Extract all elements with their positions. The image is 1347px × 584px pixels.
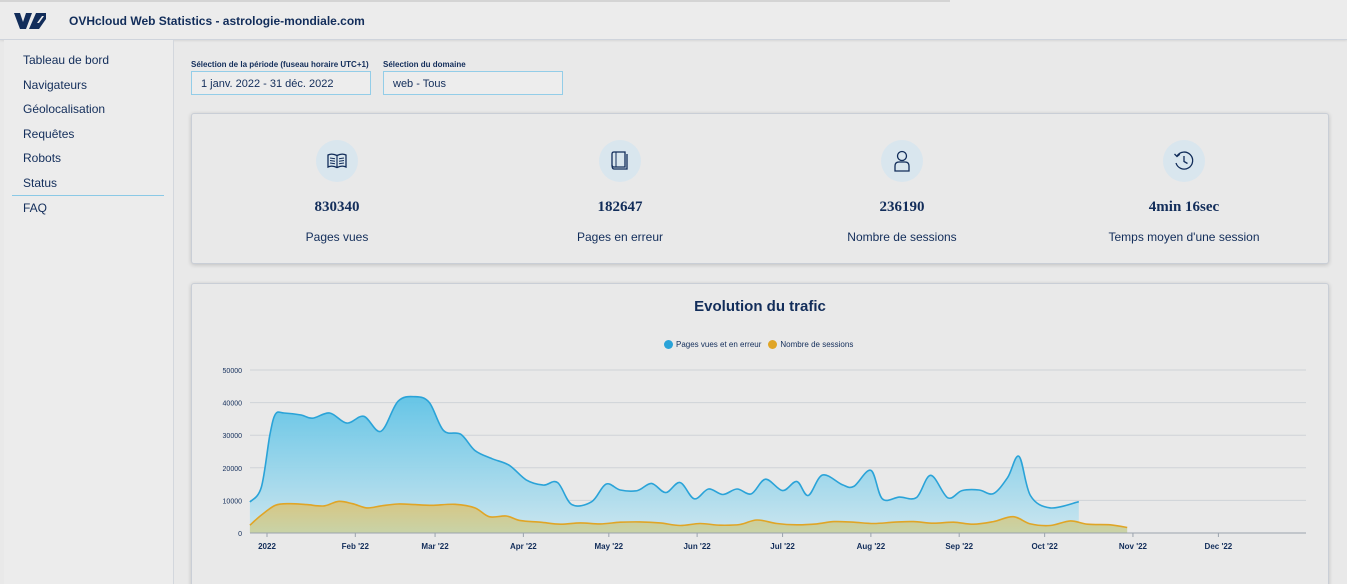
stat-icon-circle	[881, 140, 923, 182]
sidebar-divider	[12, 195, 164, 196]
sidebar-item-faq[interactable]: FAQ	[23, 201, 48, 215]
y-tick-label: 20000	[223, 466, 243, 473]
stats-card: 830340 Pages vues 182647 Pages en erreur…	[191, 113, 1329, 264]
domain-selector[interactable]: web - Tous	[383, 71, 563, 95]
sidebar-item-dashboard[interactable]: Tableau de bord	[23, 53, 110, 67]
x-tick-label: Aug '22	[857, 542, 886, 551]
legend-dot	[768, 340, 778, 349]
sidebar-item-geolocation[interactable]: Géolocalisation	[23, 102, 106, 116]
clock-history-icon	[1174, 151, 1194, 170]
legend-label: Nombre de sessions	[780, 340, 854, 349]
top-border	[0, 0, 950, 2]
x-tick-label: Mar '22	[421, 542, 449, 551]
x-tick-label: Oct '22	[1031, 542, 1058, 551]
stat-icon-circle	[316, 140, 358, 182]
x-tick-label: May '22	[595, 542, 624, 551]
x-tick-label: Jul '22	[770, 542, 795, 551]
domain-selector-label: Sélection du domaine	[383, 60, 466, 69]
legend-item-sessions[interactable]: Nombre de sessions	[768, 340, 853, 349]
period-selector-label: Sélection de la période (fuseau horaire …	[191, 60, 369, 69]
stat-label: Temps moyen d'une session	[1108, 230, 1260, 244]
sidebar: Tableau de bord Navigateurs Géolocalisat…	[4, 40, 174, 584]
stat-value: 4min 16sec	[1148, 199, 1220, 215]
series-pages-line[interactable]	[249, 395, 1079, 509]
stat-value: 830340	[314, 199, 360, 215]
legend-dot	[664, 340, 673, 349]
stat-label: Nombre de sessions	[847, 230, 957, 244]
book-closed-icon	[611, 151, 628, 170]
stat-avg-session-time: 4min 16sec Temps moyen d'une session	[1064, 140, 1304, 244]
stat-error-pages: 182647 Pages en erreur	[500, 140, 740, 244]
y-tick-label: 0	[238, 531, 242, 538]
y-tick-label: 10000	[223, 498, 243, 505]
y-tick-label: 40000	[223, 401, 243, 408]
x-tick-label: Dec '22	[1205, 542, 1233, 551]
stat-label: Pages vues	[305, 230, 369, 244]
x-tick-label: Apr '22	[510, 542, 537, 551]
ovhcloud-logo-icon[interactable]	[12, 11, 48, 31]
period-selector[interactable]: 1 janv. 2022 - 31 déc. 2022	[191, 71, 371, 95]
stat-page-views: 830340 Pages vues	[217, 140, 457, 244]
series-sessions-area	[249, 501, 1128, 533]
stat-sessions: 236190 Nombre de sessions	[782, 140, 1022, 244]
legend-item-pages[interactable]: Pages vues et en erreur	[664, 340, 761, 349]
x-tick-label: Nov '22	[1119, 542, 1148, 551]
stat-icon-circle	[599, 140, 641, 182]
chart-title: Evolution du trafic	[694, 298, 826, 315]
stat-value: 182647	[597, 199, 643, 215]
legend-label: Pages vues et en erreur	[676, 340, 762, 349]
series-sessions-line[interactable]	[249, 500, 1128, 529]
sidebar-item-browsers[interactable]: Navigateurs	[23, 78, 88, 92]
app-title: OVHcloud Web Statistics - astrologie-mon…	[69, 14, 365, 28]
x-tick-label: Sep '22	[945, 542, 973, 551]
x-tick-label: 2022	[258, 542, 276, 551]
book-open-icon	[327, 153, 347, 169]
y-tick-label: 30000	[223, 433, 243, 440]
traffic-chart: 0 10000 20000 30000 40000 50000 2022 Feb '22 Mar…	[223, 368, 1306, 551]
series-pages-area	[249, 396, 1079, 533]
app-header: OVHcloud Web Statistics - astrologie-mon…	[0, 0, 1347, 40]
x-tick-label: Feb '22	[342, 542, 370, 551]
stat-value: 236190	[879, 199, 925, 215]
traffic-chart-card: Evolution du trafic Pages vues et en err…	[191, 283, 1329, 584]
y-tick-label: 50000	[223, 368, 243, 375]
sidebar-item-status[interactable]: Status	[23, 176, 58, 190]
stat-label: Pages en erreur	[576, 230, 664, 244]
user-icon	[894, 150, 910, 172]
chart-legend: Pages vues et en erreur Nombre de sessio…	[664, 340, 860, 349]
sidebar-item-robots[interactable]: Robots	[23, 151, 62, 165]
stat-icon-circle	[1163, 140, 1205, 182]
sidebar-item-requests[interactable]: Requêtes	[23, 127, 75, 141]
x-tick-label: Jun '22	[683, 542, 711, 551]
